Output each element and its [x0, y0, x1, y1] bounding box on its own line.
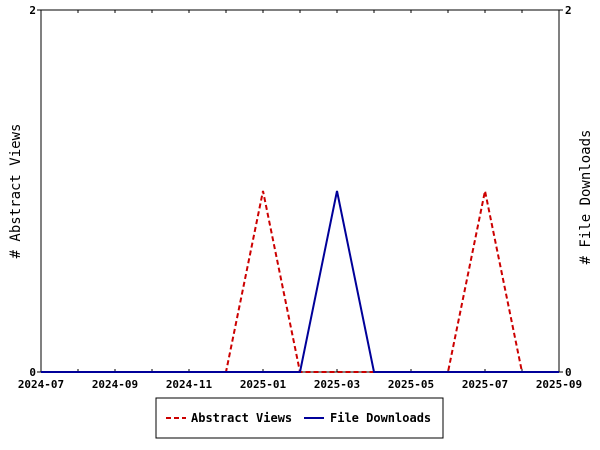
series-line-file-downloads [41, 190, 559, 373]
x-tick-label: 2025-07 [462, 378, 508, 391]
series-layer [41, 190, 559, 373]
legend-label-file-downloads: File Downloads [330, 411, 431, 425]
x-tick-label: 2025-01 [240, 378, 287, 391]
y-right-axis-title: # File Downloads [578, 130, 594, 265]
y-left-tick-label: 2 [29, 4, 36, 17]
legend: Abstract Views File Downloads [155, 397, 444, 439]
legend-box [155, 397, 444, 439]
x-tick-label: 2024-09 [92, 378, 138, 391]
x-axis-ticks: 2024-07 2024-09 2024-11 2025-01 2025-03 2025-… [18, 10, 582, 391]
plot-area [40, 9, 560, 373]
y-left-tick-label: 0 [29, 366, 36, 379]
x-tick-label: 2025-03 [314, 378, 360, 391]
x-tick-label: 2024-07 [18, 378, 64, 391]
y-left-axis-title: # Abstract Views [8, 124, 24, 259]
legend-label-abstract-views: Abstract Views [191, 411, 292, 425]
y-right-tick-label: 2 [565, 4, 572, 17]
y-right-tick-label: 0 [565, 366, 572, 379]
x-tick-label: 2025-09 [536, 378, 582, 391]
x-tick-label: 2025-05 [388, 378, 434, 391]
x-tick-label: 2024-11 [166, 378, 213, 391]
y-axis-ticks: 0 2 0 2 [29, 4, 571, 379]
